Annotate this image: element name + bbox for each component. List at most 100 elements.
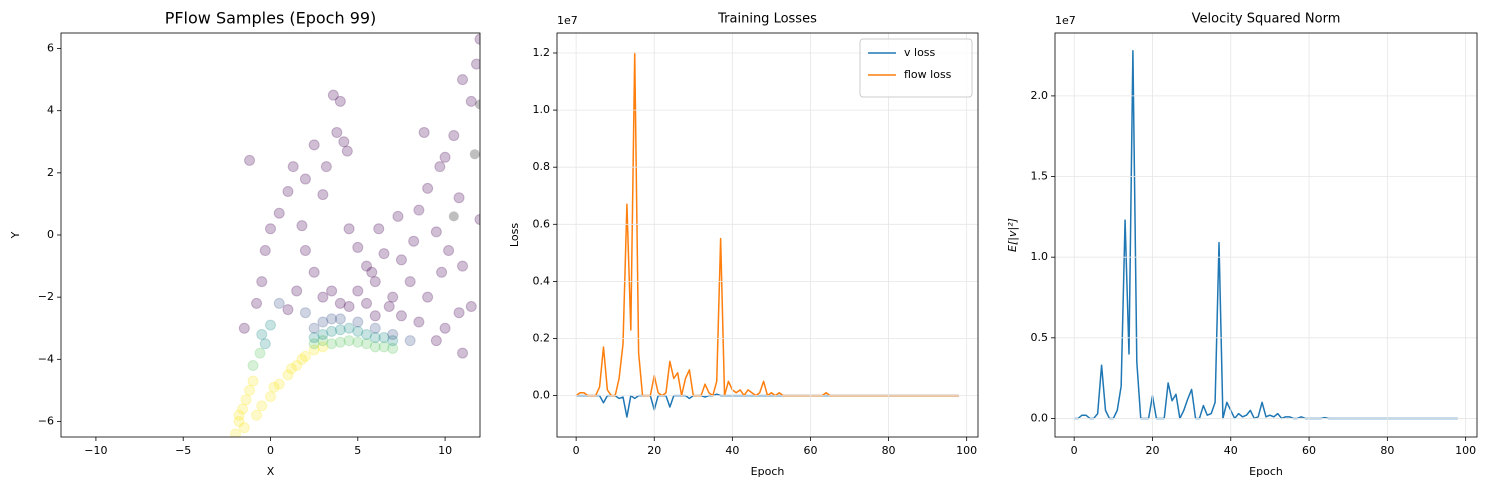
x-tick-label: 20	[1145, 444, 1159, 457]
x-tick-label: 0	[573, 444, 580, 457]
point	[408, 235, 420, 247]
y-tick-label: 0.0	[533, 389, 551, 402]
point	[395, 254, 407, 266]
point	[326, 285, 338, 297]
point	[369, 341, 381, 353]
x-tick-label: 0	[1071, 444, 1078, 457]
point	[369, 276, 381, 288]
point	[233, 409, 245, 421]
point	[443, 245, 455, 257]
y-tick-label: 1.5	[1031, 170, 1049, 183]
x-tick-label: 5	[354, 444, 361, 457]
point	[457, 74, 469, 86]
axes-frame	[1054, 32, 1478, 438]
point	[387, 328, 399, 340]
offset-label: 1e7	[1055, 14, 1076, 27]
point	[465, 300, 477, 312]
plot-area	[230, 33, 480, 437]
point	[244, 384, 256, 396]
point	[361, 328, 373, 340]
point	[299, 245, 311, 257]
point	[361, 338, 373, 350]
point	[395, 310, 407, 322]
x-tick-label: 80	[882, 444, 896, 457]
point	[338, 136, 350, 148]
point	[471, 58, 480, 70]
point	[230, 428, 242, 437]
y-tick-label: 1.2	[533, 46, 551, 59]
line	[1074, 49, 1458, 420]
point	[369, 310, 381, 322]
point	[247, 360, 259, 372]
point	[361, 297, 373, 309]
plot-area	[1074, 49, 1458, 420]
point	[317, 291, 329, 303]
point	[256, 276, 268, 288]
point	[448, 211, 459, 222]
plot-area	[575, 52, 959, 418]
y-tick-label: −2	[38, 290, 54, 303]
x-tick-label: 10	[438, 444, 452, 457]
y-axis-label: Y	[9, 231, 22, 239]
y-tick-label: 0.0	[1031, 411, 1049, 424]
point	[240, 394, 252, 406]
point	[244, 154, 256, 166]
point	[439, 151, 451, 163]
point	[334, 336, 346, 348]
point	[308, 139, 320, 151]
point	[299, 173, 311, 185]
point	[436, 266, 448, 278]
legend-label: v loss	[904, 46, 936, 59]
chart-title: PFlow Samples (Epoch 99)	[165, 9, 377, 28]
x-tick-label: −5	[175, 444, 191, 457]
x-tick-label: 20	[647, 444, 661, 457]
x-tick-label: 80	[1380, 444, 1394, 457]
point	[251, 297, 263, 309]
y-tick-label: 4	[47, 104, 54, 117]
point	[296, 220, 308, 232]
point	[247, 375, 259, 387]
point	[291, 285, 303, 297]
point	[308, 344, 320, 356]
y-tick-label: 6	[47, 42, 54, 55]
x-tick-label: 60	[1302, 444, 1316, 457]
offset-label: 1e7	[557, 14, 578, 27]
point	[422, 182, 434, 194]
point	[392, 210, 404, 222]
point	[439, 322, 451, 334]
point	[326, 313, 338, 325]
point	[434, 161, 446, 173]
point	[273, 207, 285, 219]
point	[341, 145, 353, 157]
point	[233, 415, 245, 427]
x-tick-label: 0	[267, 444, 274, 457]
point	[430, 335, 442, 347]
point	[273, 378, 285, 390]
x-axis-label: Epoch	[1249, 465, 1283, 478]
point	[285, 363, 297, 375]
point	[343, 335, 355, 347]
x-tick-label: 40	[725, 444, 739, 457]
point	[378, 341, 390, 353]
point	[237, 403, 249, 415]
point	[282, 185, 294, 197]
point	[343, 223, 355, 235]
point	[413, 204, 425, 216]
point	[238, 322, 250, 334]
point	[265, 391, 276, 403]
x-tick-label: 40	[1224, 444, 1238, 457]
point	[326, 338, 338, 350]
point	[453, 192, 465, 204]
legend-label: flow loss	[904, 68, 952, 81]
y-tick-label: 2.0	[1031, 89, 1049, 102]
x-axis-label: Epoch	[751, 465, 785, 478]
point	[352, 336, 364, 348]
y-tick-label: 2	[47, 166, 54, 179]
point	[383, 300, 395, 312]
axes-frame	[60, 32, 481, 438]
point	[256, 400, 268, 412]
point	[413, 316, 425, 328]
point	[430, 226, 442, 238]
y-tick-label: 1.0	[1031, 250, 1049, 263]
